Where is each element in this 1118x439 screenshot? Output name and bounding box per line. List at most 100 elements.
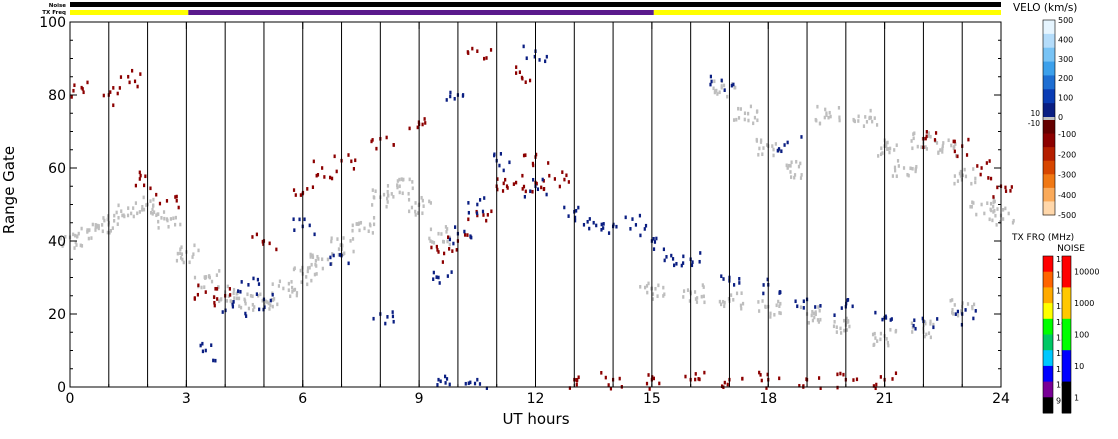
- scatter-cell: [233, 296, 236, 300]
- scatter-cell: [665, 255, 668, 259]
- scatter-cell: [657, 283, 660, 288]
- scatter-cell: [567, 180, 570, 184]
- scatter-cell: [937, 150, 940, 155]
- scatter-cell: [386, 196, 389, 201]
- x-tick-label: 3: [182, 391, 191, 407]
- scatter-cell: [1002, 208, 1005, 212]
- scatter-cell: [478, 198, 482, 202]
- scatter-cell: [74, 240, 77, 245]
- scatter-cell: [275, 247, 278, 252]
- scatter-cell: [702, 294, 705, 299]
- scatter-cell: [351, 223, 354, 228]
- scatter-cell: [615, 224, 618, 229]
- scatter-cell: [108, 230, 111, 235]
- scatter-cell: [262, 242, 265, 246]
- scatter-cell: [276, 302, 279, 307]
- scatter-cell: [929, 335, 932, 340]
- plot-area: 0 3 6 9 12 15 18 21 24 0 20 40 60 80 100: [39, 15, 1015, 407]
- scatter-cell: [855, 377, 859, 382]
- freq-bar-segment: [188, 10, 654, 15]
- scatter-cell: [756, 118, 759, 123]
- scatter-cell: [718, 90, 721, 95]
- scatter-cell: [439, 379, 442, 384]
- scatter-cell: [739, 107, 742, 111]
- scatter-cell: [894, 371, 898, 376]
- scatter-cell: [721, 299, 725, 304]
- scatter-cell: [916, 144, 919, 149]
- scatter-cell: [467, 51, 470, 55]
- scatter-cell: [814, 312, 817, 317]
- scatter-cell: [857, 114, 860, 119]
- scatter-cell: [881, 151, 884, 155]
- scatter-cell: [785, 163, 788, 168]
- scatter-cell: [815, 118, 818, 123]
- scatter-cell: [845, 316, 848, 321]
- scatter-cell: [817, 305, 820, 309]
- scatter-cell: [838, 115, 841, 120]
- scatter-cell: [215, 287, 219, 291]
- scatter-cell: [311, 185, 315, 189]
- scatter-cell: [779, 290, 782, 295]
- scatter-cell: [308, 223, 311, 228]
- frequency-scale-title: TX FRQ (MHz): [1011, 233, 1074, 243]
- scatter-cell: [972, 201, 975, 205]
- scatter-cell: [176, 251, 179, 256]
- scatter-cell: [252, 276, 255, 281]
- scatter-cell: [435, 275, 438, 279]
- scatter-cell: [638, 213, 642, 218]
- scatter-cell: [428, 199, 431, 204]
- scatter-cell: [450, 270, 453, 274]
- scatter-cell: [776, 148, 779, 153]
- scatter-cell: [771, 144, 774, 148]
- scatter-cell: [886, 140, 889, 145]
- x-tick-label: 12: [527, 391, 545, 407]
- velocity-scale-label: -400: [1058, 191, 1076, 200]
- scatter-cell: [874, 386, 877, 391]
- scatter-cell: [774, 142, 777, 146]
- scatter-cell: [117, 215, 120, 220]
- scatter-cell: [927, 131, 930, 135]
- scatter-cell: [993, 208, 996, 213]
- scatter-cell: [264, 299, 267, 304]
- scatter-cell: [986, 201, 989, 205]
- scatter-cell: [313, 272, 316, 277]
- scatter-cell: [312, 159, 315, 164]
- scatter-cell: [290, 280, 293, 284]
- scatter-cell: [411, 180, 414, 184]
- scatter-cell: [990, 208, 993, 213]
- scatter-cell: [521, 187, 524, 191]
- scatter-cell: [1004, 206, 1007, 211]
- scatter-cell: [760, 138, 763, 143]
- scatter-cell: [693, 290, 697, 294]
- scatter-cell: [586, 219, 589, 224]
- scatter-cell: [232, 300, 235, 304]
- x-tick-label: 24: [992, 391, 1010, 407]
- scatter-cell: [448, 237, 452, 242]
- scatter-cell: [421, 211, 424, 216]
- scatter-cell: [835, 325, 838, 330]
- scatter-cell: [817, 376, 821, 380]
- scatter-cell: [251, 235, 254, 239]
- scatter-cell: [897, 164, 900, 168]
- scatter-cell: [268, 241, 271, 246]
- scatter-cell: [166, 218, 169, 223]
- scatter-cell: [832, 324, 836, 329]
- scatter-cell: [126, 213, 130, 218]
- noise-scale-label: 10000: [1074, 268, 1099, 277]
- scatter-cell: [349, 239, 352, 243]
- scatter-cell: [839, 371, 842, 376]
- scatter-cell: [779, 311, 782, 316]
- scatter-cell: [992, 204, 995, 209]
- scatter-cell: [925, 134, 928, 139]
- scatter-cell: [300, 280, 303, 284]
- scatter-cell: [422, 204, 425, 208]
- scatter-cell: [216, 297, 219, 301]
- scatter-cell: [155, 192, 158, 197]
- data-point: [980, 166, 983, 170]
- scatter-cell: [779, 301, 782, 306]
- scatter-cell: [424, 121, 427, 125]
- scatter-cell: [813, 315, 816, 320]
- scatter-cell: [789, 175, 793, 179]
- scatter-cell: [423, 117, 426, 121]
- scatter-cell: [193, 243, 196, 248]
